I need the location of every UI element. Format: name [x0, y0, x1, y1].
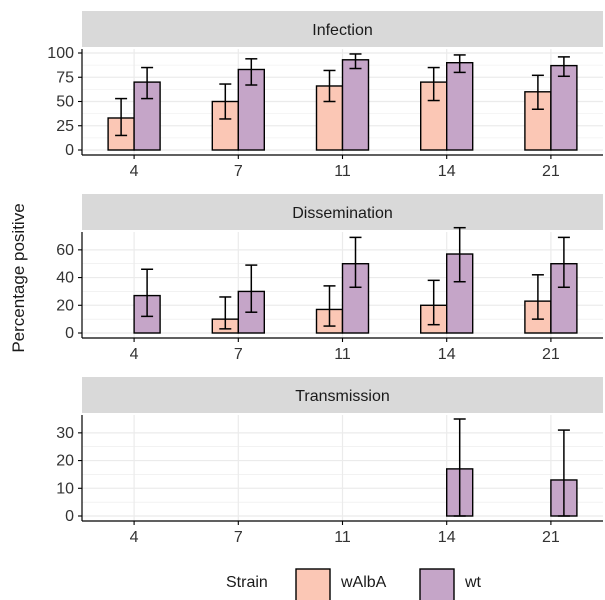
legend-title: Strain	[226, 574, 268, 591]
legend-key-walba	[295, 568, 331, 600]
x-tick-label: 21	[542, 163, 560, 180]
x-tick-label: 11	[334, 346, 351, 363]
strip-title-dissemination: Dissemination	[292, 205, 392, 222]
y-tick-label: 60	[56, 242, 74, 259]
legend-label-wt: wt	[464, 574, 482, 591]
strip-infection	[82, 11, 603, 47]
panel-infection: Infection 0 25 50 75 100 4 7 11 14 21	[47, 11, 603, 180]
legend: Strain wAlbA wt	[226, 568, 482, 600]
panel-dissemination: Dissemination 0 20 40 60 4 7 11 14 21	[56, 194, 603, 363]
strip-dissemination	[82, 194, 603, 230]
legend-key-wt	[419, 568, 455, 600]
x-tick-label: 21	[542, 346, 560, 363]
strip-transmission	[82, 377, 603, 413]
y-tick-label: 40	[56, 270, 74, 287]
y-tick-label: 25	[56, 118, 74, 135]
y-tick-label: 20	[56, 297, 74, 314]
x-tick-label: 4	[130, 346, 139, 363]
y-tick-label: 75	[56, 69, 74, 86]
x-tick-label: 4	[130, 529, 139, 546]
x-tick-label: 7	[234, 529, 243, 546]
y-tick-label: 100	[47, 45, 74, 62]
y-tick-label: 20	[56, 453, 74, 470]
x-tick-label: 14	[438, 346, 456, 363]
panel-transmission: Transmission 0 10 20 30 4 7 11 14 21	[56, 377, 603, 546]
x-tick-label: 11	[334, 163, 351, 180]
x-tick-label: 14	[438, 163, 456, 180]
strip-title-transmission: Transmission	[295, 388, 390, 405]
strip-title-infection: Infection	[312, 22, 372, 39]
y-tick-label: 0	[65, 142, 74, 159]
bar-dissemination-wt-11	[341, 263, 370, 334]
y-tick-label: 50	[56, 94, 74, 111]
y-axis-label: Percentage positive	[9, 203, 28, 352]
y-tick-label: 30	[56, 425, 74, 442]
x-tick-label: 4	[130, 163, 139, 180]
bar-infection-wt-21	[550, 64, 578, 151]
y-tick-label: 10	[56, 480, 74, 497]
x-tick-label: 11	[334, 529, 351, 546]
bar-infection-wt-14	[446, 62, 474, 151]
x-tick-label: 7	[234, 163, 243, 180]
x-tick-label: 7	[234, 346, 243, 363]
x-tick-label: 21	[542, 529, 560, 546]
legend-label-walba: wAlbA	[340, 574, 387, 591]
y-tick-label: 0	[65, 508, 74, 525]
bar-infection-wt-11	[341, 59, 370, 151]
x-tick-label: 14	[438, 529, 456, 546]
y-tick-label: 0	[65, 325, 74, 342]
